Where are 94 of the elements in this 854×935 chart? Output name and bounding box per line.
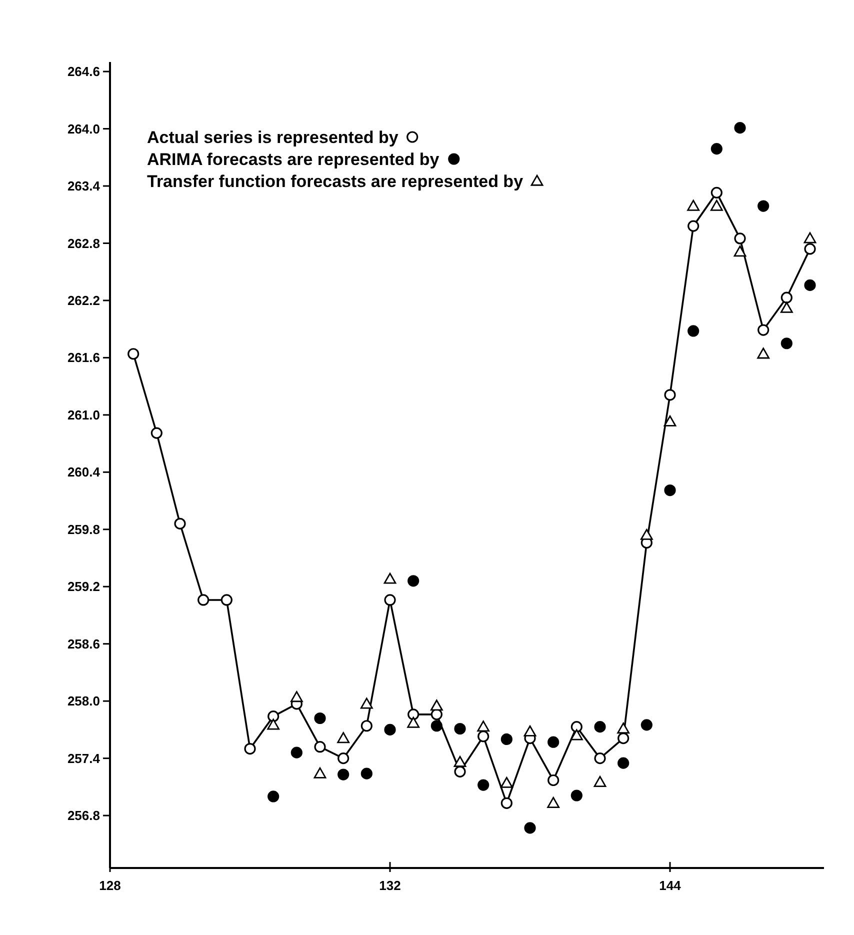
point bbox=[268, 710, 280, 722]
y-tick-label: 261.6 bbox=[67, 350, 100, 366]
point bbox=[687, 200, 700, 211]
point bbox=[640, 719, 652, 731]
point bbox=[618, 732, 630, 744]
point bbox=[430, 700, 443, 711]
point bbox=[360, 698, 373, 709]
point bbox=[500, 776, 513, 788]
point bbox=[804, 232, 816, 244]
point bbox=[478, 779, 490, 791]
point bbox=[570, 790, 582, 802]
point bbox=[314, 712, 326, 724]
point bbox=[594, 752, 606, 764]
y-tick-label: 259.8 bbox=[67, 522, 100, 537]
point bbox=[454, 722, 466, 735]
point bbox=[780, 302, 793, 313]
point bbox=[710, 143, 722, 155]
point bbox=[710, 186, 722, 198]
point bbox=[664, 415, 676, 426]
point bbox=[757, 348, 770, 359]
point bbox=[780, 292, 792, 304]
y-tick-label: 259.2 bbox=[67, 579, 100, 594]
point bbox=[780, 338, 792, 350]
point bbox=[150, 427, 162, 439]
y-tick-label: 264.6 bbox=[67, 64, 100, 80]
point bbox=[570, 721, 582, 733]
y-tick-label: 256.8 bbox=[67, 808, 100, 824]
point bbox=[338, 752, 350, 764]
point bbox=[338, 768, 350, 780]
y-tick-label: 262.2 bbox=[67, 293, 100, 308]
point bbox=[688, 220, 700, 232]
point bbox=[268, 790, 280, 802]
point bbox=[570, 729, 583, 740]
point bbox=[174, 518, 186, 530]
point bbox=[804, 243, 816, 255]
point bbox=[524, 725, 536, 736]
point bbox=[430, 720, 442, 732]
point bbox=[594, 776, 606, 787]
point bbox=[758, 324, 770, 336]
y-tick-label: 260.4 bbox=[67, 464, 101, 480]
legend-label: ARIMA forecasts are represented by bbox=[147, 150, 440, 169]
point bbox=[384, 572, 396, 584]
point bbox=[407, 716, 420, 728]
x-tick-label: 144 bbox=[659, 878, 682, 893]
point bbox=[408, 708, 420, 720]
point bbox=[384, 594, 396, 606]
legend-label: Actual series is represented by bbox=[147, 128, 399, 147]
point bbox=[548, 774, 560, 786]
point bbox=[547, 796, 560, 808]
point bbox=[198, 594, 210, 606]
point bbox=[337, 732, 350, 744]
point bbox=[640, 528, 653, 540]
point bbox=[500, 733, 512, 746]
point bbox=[618, 757, 630, 769]
point bbox=[220, 594, 232, 606]
point bbox=[314, 741, 326, 753]
x-tick-label: 128 bbox=[99, 878, 121, 893]
point bbox=[477, 720, 490, 732]
y-tick-label: 262.8 bbox=[67, 236, 100, 251]
y-tick-label: 258.6 bbox=[67, 636, 100, 652]
point bbox=[710, 200, 723, 211]
point bbox=[454, 756, 466, 767]
point bbox=[548, 736, 560, 748]
point bbox=[804, 279, 816, 291]
point bbox=[267, 718, 280, 730]
point bbox=[384, 724, 396, 736]
y-tick-label: 263.4 bbox=[67, 178, 101, 194]
point bbox=[664, 484, 676, 496]
point bbox=[734, 246, 746, 257]
point bbox=[360, 720, 372, 732]
point bbox=[664, 389, 676, 401]
point bbox=[314, 767, 326, 778]
x-tick-label: 132 bbox=[379, 878, 401, 893]
point bbox=[128, 348, 140, 360]
y-tick-label: 261.0 bbox=[67, 407, 100, 422]
point bbox=[290, 746, 302, 758]
y-tick-label: 257.4 bbox=[67, 750, 101, 766]
point bbox=[734, 232, 746, 244]
point bbox=[524, 822, 536, 834]
y-tick-label: 264.0 bbox=[67, 121, 100, 136]
point bbox=[500, 797, 512, 809]
point bbox=[758, 200, 770, 212]
point bbox=[594, 721, 606, 733]
point bbox=[734, 122, 746, 134]
y-tick-label: 258.0 bbox=[67, 694, 100, 709]
point bbox=[244, 742, 256, 755]
point bbox=[688, 325, 700, 337]
point bbox=[408, 575, 420, 587]
legend-label: Transfer function forecasts are represented by bbox=[147, 172, 524, 191]
point bbox=[617, 722, 630, 734]
point bbox=[360, 768, 372, 780]
point bbox=[478, 730, 490, 742]
point bbox=[290, 691, 303, 702]
point bbox=[454, 766, 466, 778]
